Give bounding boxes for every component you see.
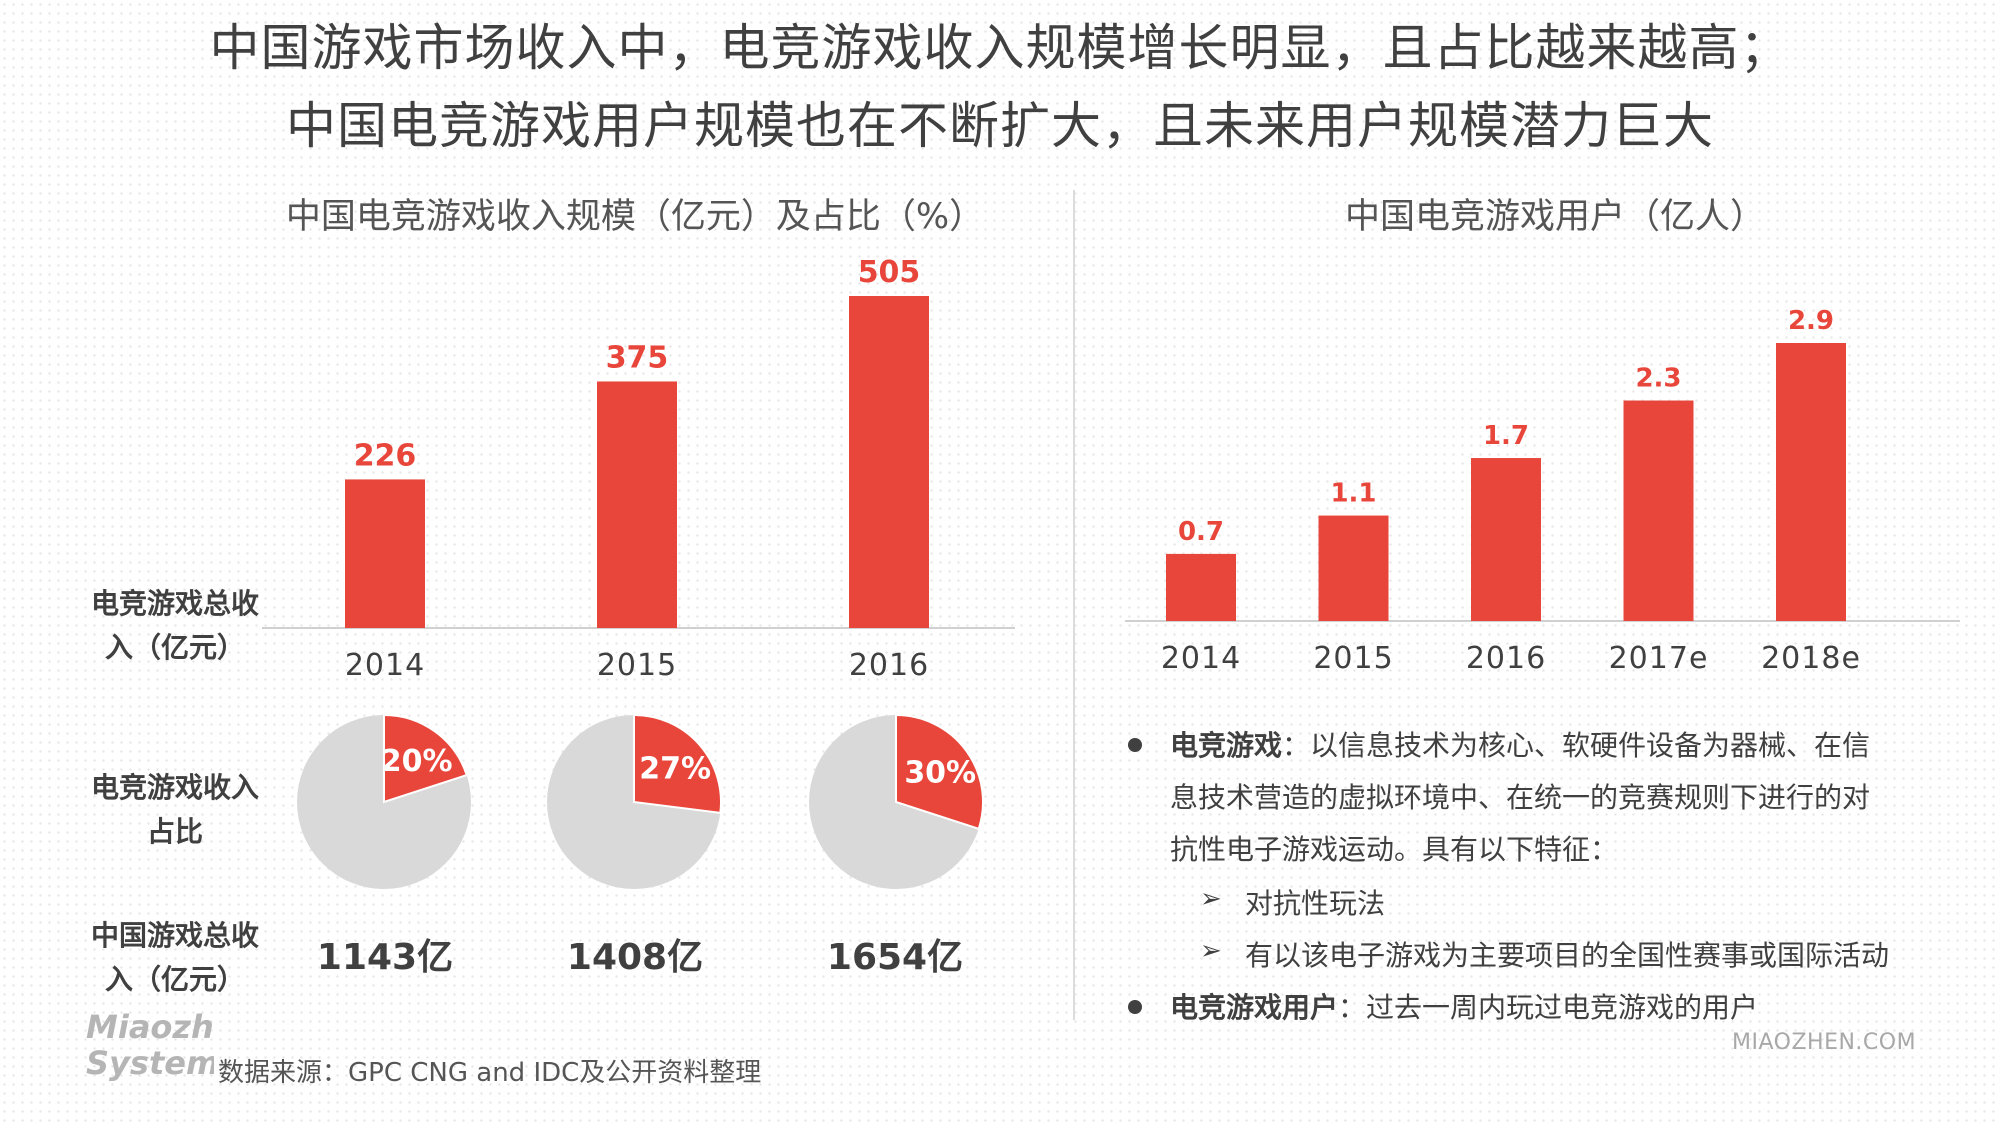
bullet-dot-1 — [1128, 738, 1142, 752]
tick-label-2015: 2015 — [597, 648, 677, 683]
data-label-2015: 1.1 — [1330, 479, 1376, 509]
share-pie-charts: 20% 27% 30% — [297, 713, 984, 889]
feature-2: 有以该电子游戏为主要项目的全国性赛事或国际活动 — [1245, 939, 1890, 972]
bar-2015 — [597, 381, 677, 628]
users-bar-chart: 0.7 2014 1.1 2015 1.7 2016 2.3 2017e 2.9 2018e — [1125, 306, 1960, 676]
pie-slice-2014 — [383, 713, 469, 804]
feature-1: 对抗性玩法 — [1245, 887, 1386, 920]
panel-divider — [1073, 190, 1075, 1020]
tick-label-2015: 2015 — [1313, 641, 1393, 676]
data-label-2017e: 2.3 — [1635, 364, 1681, 394]
tick-label-2017e: 2017e — [1609, 641, 1709, 676]
pie-label-2016: 30% — [904, 755, 976, 790]
bullet-2-line-1: 电竞游戏用户：过去一周内玩过电竞游戏的用户 — [1170, 991, 1759, 1024]
total-2014: 1143亿 — [316, 937, 454, 978]
bar-2016 — [849, 296, 929, 628]
tick-label-2014: 2014 — [345, 648, 425, 683]
tick-label-2014: 2014 — [1161, 641, 1241, 676]
data-label-2014: 226 — [354, 438, 417, 473]
bullet-1-line-2: 息技术营造的虚拟环境中、在统一的竞赛规则下进行的对 — [1170, 781, 1871, 814]
pie-slice-2015 — [633, 713, 722, 815]
tick-label-2016: 2016 — [849, 648, 929, 683]
data-label-2015: 375 — [606, 340, 669, 375]
total-2016: 1654亿 — [826, 937, 964, 978]
bullet-1-line-1: 电竞游戏：以信息技术为核心、软硬件设备为器械、在信 — [1170, 729, 1871, 762]
bar-2016 — [1471, 458, 1541, 621]
logo-line-2: Systems — [86, 1044, 214, 1082]
bar-2014 — [345, 479, 425, 628]
bullet-1-term: 电竞游戏 — [1170, 729, 1283, 762]
bar-2018e — [1776, 343, 1846, 621]
arrow-icon: ➢ — [1200, 884, 1222, 914]
pie-label-2015: 27% — [639, 751, 711, 786]
users-chart-title: 中国电竞游戏用户（亿人） — [1344, 197, 1765, 237]
bullet-dot-2 — [1128, 1000, 1142, 1014]
bullet-1-line-3: 抗性电子游戏运动。具有以下特征： — [1170, 833, 1619, 866]
tick-label-2016: 2016 — [1466, 641, 1546, 676]
revenue-chart-title: 中国电竞游戏收入规模（亿元）及占比（%） — [285, 197, 985, 237]
share-row-label: 电竞游戏收入 占比 — [90, 771, 259, 848]
data-source: 数据来源：GPC CNG and IDC及公开资料整理 — [218, 1058, 762, 1088]
headline-line-2: 中国电竞游戏用户规模也在不断扩大，且未来用户规模潜力巨大 — [286, 97, 1714, 155]
bar-2014 — [1166, 553, 1236, 621]
revenue-bar-chart: 226 2014 375 2015 505 2016 — [262, 255, 1015, 683]
data-label-2018e: 2.9 — [1788, 306, 1834, 336]
bullet-2-term: 电竞游戏用户 — [1170, 991, 1339, 1024]
headline-line-1: 中国游戏市场收入中，电竞游戏收入规模增长明显，且占比越来越高； — [209, 19, 1791, 77]
total-2015: 1408亿 — [566, 937, 704, 978]
pie-slice-2016 — [895, 713, 984, 831]
tick-label-2018e: 2018e — [1761, 641, 1861, 676]
site-watermark: MIAOZHEN.COM — [1732, 1030, 1917, 1055]
data-label-2014: 0.7 — [1178, 517, 1224, 547]
arrow-icon: ➢ — [1200, 936, 1222, 966]
bar-2017e — [1623, 400, 1694, 621]
pie-label-2014: 20% — [381, 744, 453, 779]
total-row-label: 中国游戏总收 入（亿元） — [90, 919, 259, 996]
miaozhen-logo: Miaozhen Systems — [86, 1008, 214, 1082]
bar-2015 — [1318, 515, 1389, 621]
data-label-2016: 1.7 — [1483, 421, 1529, 451]
logo-line-1: Miaozhen — [86, 1008, 214, 1046]
revenue-row-label: 电竞游戏总收 入（亿元） — [90, 587, 259, 664]
data-label-2016: 505 — [858, 255, 921, 290]
